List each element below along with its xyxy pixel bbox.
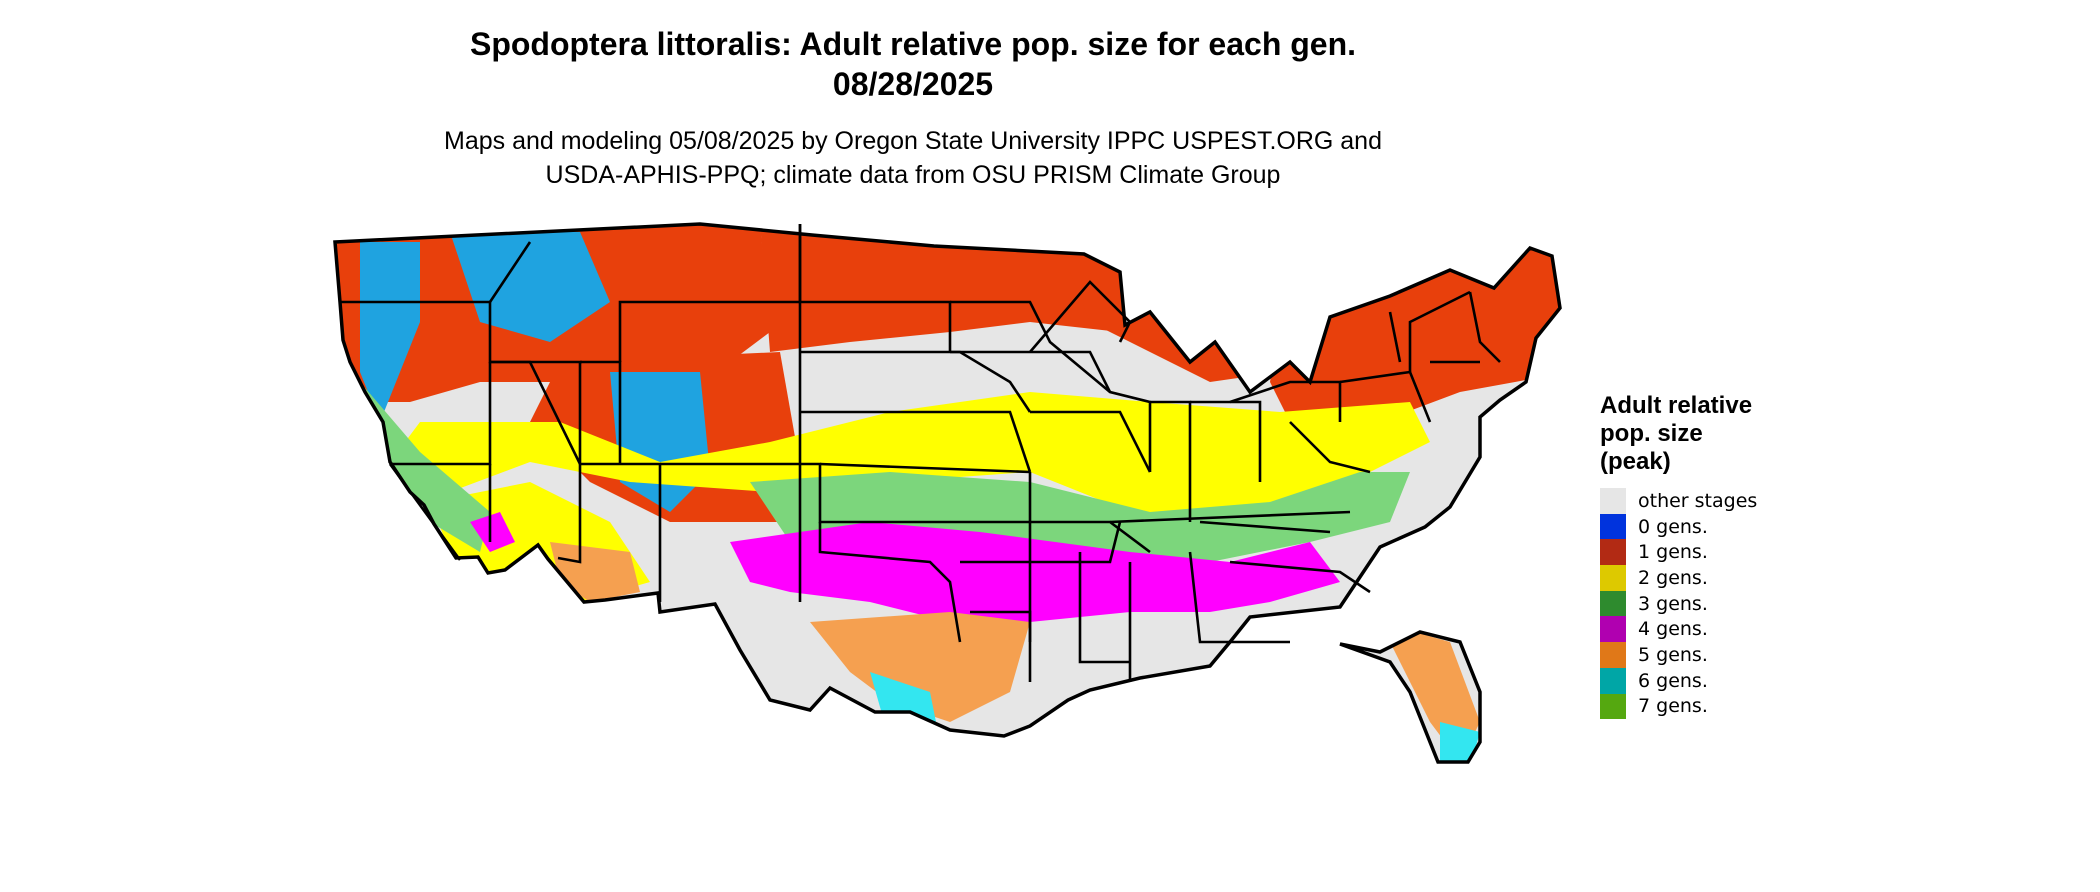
legend-swatch — [1600, 642, 1626, 668]
generation-regions — [335, 224, 1560, 762]
legend-label: 3 gens. — [1638, 592, 1708, 615]
legend-label: 6 gens. — [1638, 669, 1708, 692]
two-gen-region — [390, 392, 1430, 512]
us-map — [333, 222, 1562, 764]
legend-label: 2 gens. — [1638, 566, 1708, 589]
title-line-1: Spodoptera littoralis: Adult relative po… — [469, 26, 1357, 62]
legend-swatch — [1600, 488, 1626, 514]
legend-swatch — [1600, 539, 1626, 566]
legend-item-5-gens: 5 gens. — [1600, 642, 1757, 668]
subtitle-line-2: USDA-APHIS-PPQ; climate data from OSU PR… — [545, 161, 1281, 189]
legend-item-0-gens: 0 gens. — [1600, 513, 1757, 540]
three-gen-region-california — [360, 382, 490, 552]
five-gen-region-texas — [810, 612, 1030, 722]
legend-items: other stages 0 gens. 1 gens. 2 gens. 3 g… — [1600, 488, 1757, 720]
legend-title-line-1: Adult relative — [1600, 392, 1753, 419]
subtitle-line-1: Maps and modeling 05/08/2025 by Oregon S… — [444, 127, 1382, 155]
legend-title-line-3: (peak) — [1600, 448, 1671, 475]
legend-swatch — [1600, 693, 1626, 720]
legend-swatch — [1600, 513, 1626, 540]
four-gen-region-arizona — [470, 512, 515, 552]
legend: Adult relative pop. size (peak) other st… — [1600, 392, 1757, 720]
state-borders — [340, 224, 1501, 682]
legend-item-4-gens: 4 gens. — [1600, 616, 1757, 643]
legend-label: 4 gens. — [1638, 618, 1708, 641]
map-title: Spodoptera littoralis: Adult relative po… — [0, 24, 1826, 104]
legend-label: 5 gens. — [1638, 643, 1708, 666]
legend-label: 0 gens. — [1638, 515, 1708, 538]
map-subtitle: Maps and modeling 05/08/2025 by Oregon S… — [0, 124, 1826, 192]
legend-label: 7 gens. — [1638, 695, 1708, 718]
legend-item-2-gens: 2 gens. — [1600, 565, 1757, 591]
title-line-2: 08/28/2025 — [832, 66, 994, 102]
legend-swatch — [1600, 565, 1626, 591]
legend-title: Adult relative pop. size (peak) — [1600, 392, 1757, 476]
legend-label: 1 gens. — [1638, 541, 1708, 564]
one-gen-region-plains — [760, 224, 1120, 352]
legend-label: other stages — [1638, 489, 1758, 512]
legend-title-line-2: pop. size — [1600, 420, 1703, 447]
four-gen-region — [730, 522, 1340, 622]
legend-swatch — [1600, 616, 1626, 643]
legend-swatch — [1600, 667, 1626, 694]
one-gen-alt-region-cascades — [360, 242, 420, 422]
legend-swatch — [1600, 590, 1626, 617]
legend-item-other-stages: other stages — [1600, 488, 1757, 514]
legend-item-3-gens: 3 gens. — [1600, 590, 1757, 617]
legend-item-6-gens: 6 gens. — [1600, 667, 1757, 694]
country-outline — [333, 222, 1562, 764]
legend-item-1-gens: 1 gens. — [1600, 539, 1757, 566]
legend-item-7-gens: 7 gens. — [1600, 693, 1757, 720]
